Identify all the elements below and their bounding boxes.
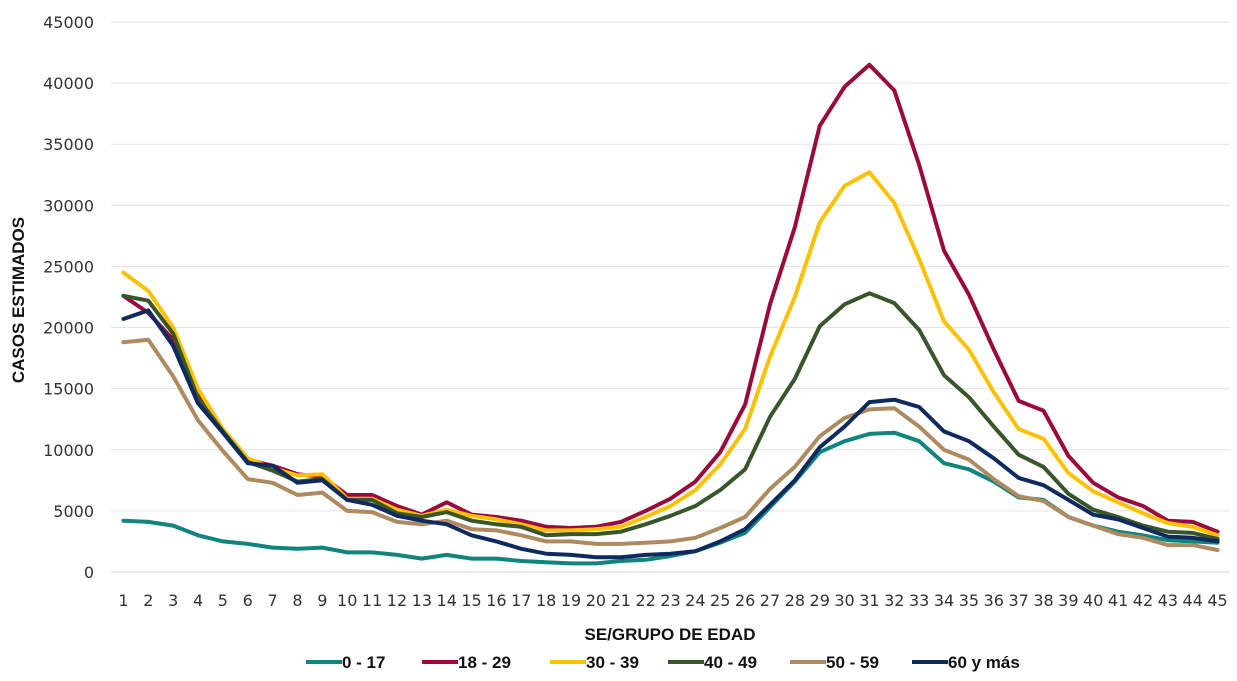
x-tick-label: 32 — [884, 591, 904, 610]
x-axis-title: SE/GRUPO DE EDAD — [585, 625, 756, 644]
x-tick-label: 38 — [1033, 591, 1053, 610]
series-line-2 — [121, 170, 1220, 538]
x-tick-label: 14 — [437, 591, 457, 610]
y-tick-label: 25000 — [43, 257, 94, 276]
x-tick-label: 27 — [760, 591, 780, 610]
x-tick-label: 2 — [143, 591, 153, 610]
y-axis-ticks: 0 5000 10000 15000 20000 25000 30000 35000 40000… — [43, 13, 94, 582]
legend-label: 0 - 17 — [342, 653, 385, 672]
y-tick-label: 45000 — [43, 13, 94, 32]
x-tick-label: 9 — [317, 591, 327, 610]
x-tick-label: 28 — [785, 591, 805, 610]
legend: 0 - 17 18 - 29 30 - 39 40 - 49 50 - 59 60 y m… — [306, 653, 1020, 672]
x-tick-label: 37 — [1008, 591, 1028, 610]
legend-item: 50 - 59 — [790, 653, 879, 672]
series-lines — [121, 62, 1220, 566]
gridlines — [111, 21, 1230, 573]
x-tick-label: 42 — [1133, 591, 1153, 610]
x-tick-label: 23 — [660, 591, 680, 610]
x-tick-label: 21 — [611, 591, 631, 610]
x-tick-label: 39 — [1058, 591, 1078, 610]
x-tick-label: 24 — [685, 591, 705, 610]
series-line-1 — [121, 62, 1220, 534]
legend-item: 40 - 49 — [668, 653, 757, 672]
legend-label: 60 y más — [948, 653, 1020, 672]
x-axis-ticks: 1 2 3 4 5 6 7 8 9 10 11 12 13 14 15 16 17 18 19 20 21 22 23 24 2… — [118, 591, 1227, 610]
y-tick-label: 15000 — [43, 380, 94, 399]
legend-item: 60 y más — [912, 653, 1020, 672]
legend-item: 0 - 17 — [306, 653, 385, 672]
x-tick-label: 30 — [834, 591, 854, 610]
x-tick-label: 12 — [387, 591, 407, 610]
x-tick-label: 13 — [412, 591, 432, 610]
x-tick-label: 4 — [193, 591, 203, 610]
legend-item: 18 - 29 — [422, 653, 511, 672]
x-tick-label: 41 — [1108, 591, 1128, 610]
legend-label: 50 - 59 — [826, 653, 879, 672]
series-line-5 — [121, 308, 1220, 560]
legend-item: 30 - 39 — [550, 653, 639, 672]
y-tick-label: 5000 — [53, 502, 94, 521]
y-axis-title: CASOS ESTIMADOS — [9, 217, 28, 383]
x-tick-label: 33 — [909, 591, 929, 610]
x-tick-label: 34 — [934, 591, 954, 610]
x-tick-label: 5 — [218, 591, 228, 610]
x-tick-label: 10 — [337, 591, 357, 610]
legend-label: 18 - 29 — [458, 653, 511, 672]
x-tick-label: 15 — [461, 591, 481, 610]
y-tick-label: 30000 — [43, 196, 94, 215]
legend-label: 30 - 39 — [586, 653, 639, 672]
series-line-4 — [121, 337, 1220, 552]
x-tick-label: 11 — [362, 591, 382, 610]
x-tick-label: 25 — [710, 591, 730, 610]
y-tick-label: 35000 — [43, 135, 94, 154]
x-tick-label: 1 — [118, 591, 128, 610]
x-tick-label: 20 — [586, 591, 606, 610]
legend-label: 40 - 49 — [704, 653, 757, 672]
x-tick-label: 16 — [486, 591, 506, 610]
x-tick-label: 44 — [1183, 591, 1203, 610]
y-tick-label: 0 — [84, 563, 94, 582]
x-tick-label: 3 — [168, 591, 178, 610]
x-tick-label: 26 — [735, 591, 755, 610]
series-line-3 — [121, 291, 1220, 541]
x-tick-label: 40 — [1083, 591, 1103, 610]
x-tick-label: 18 — [536, 591, 556, 610]
x-tick-label: 45 — [1207, 591, 1227, 610]
x-tick-label: 8 — [292, 591, 302, 610]
y-tick-label: 40000 — [43, 74, 94, 93]
x-tick-label: 43 — [1158, 591, 1178, 610]
y-tick-label: 10000 — [43, 441, 94, 460]
x-tick-label: 7 — [268, 591, 278, 610]
x-tick-label: 6 — [243, 591, 253, 610]
x-tick-label: 17 — [511, 591, 531, 610]
x-tick-label: 22 — [635, 591, 655, 610]
x-tick-label: 19 — [561, 591, 581, 610]
x-tick-label: 35 — [959, 591, 979, 610]
x-tick-label: 29 — [810, 591, 830, 610]
x-tick-label: 36 — [984, 591, 1004, 610]
x-tick-label: 31 — [859, 591, 879, 610]
y-tick-label: 20000 — [43, 319, 94, 338]
